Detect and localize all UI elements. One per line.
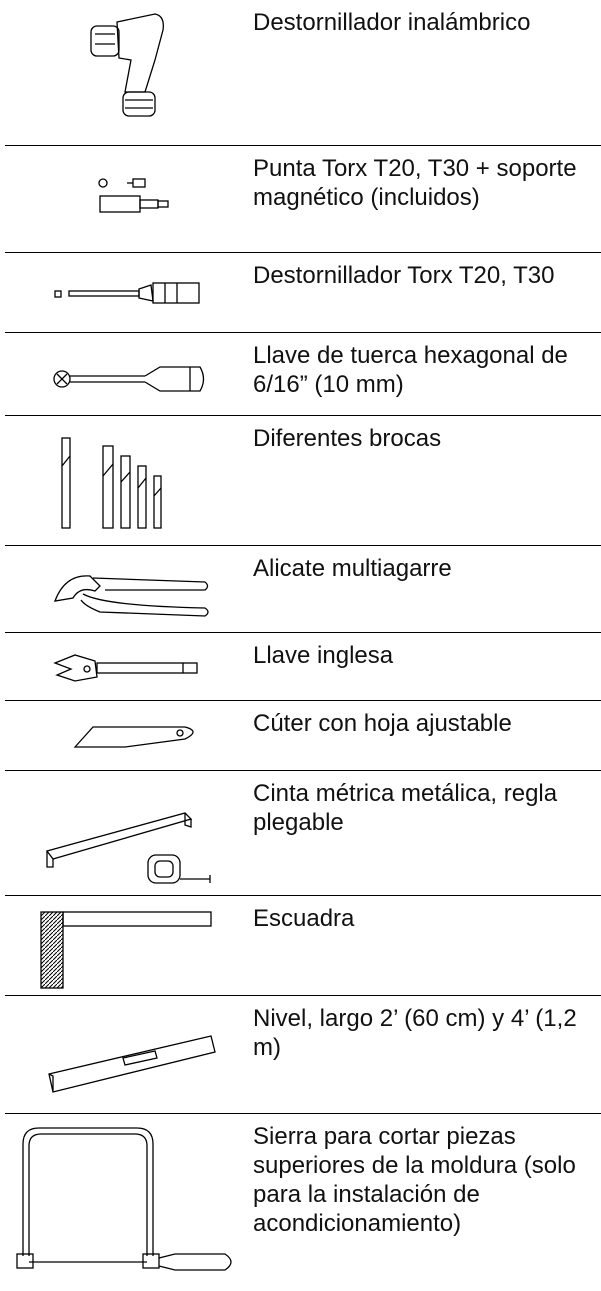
drill-icon [90,13,164,117]
square-icon [40,911,212,989]
measuring-tools-icon [45,812,211,884]
tool-row: Cinta métrica metálica, regla plegable [5,770,601,895]
tool-label: Cúter con hoja ajustable [253,710,512,737]
tool-row: Llave inglesa [5,632,601,700]
tool-row: Punta Torx T20, T30 + soporte magnético … [5,145,601,252]
tool-row: Destornillador Torx T20, T30 [5,252,601,332]
tool-row: Sierra para cortar piezas superiores de … [5,1113,601,1290]
tool-label: Punta Torx T20, T30 + soporte magnético … [253,155,577,211]
screwdriver-icon [54,282,200,304]
tool-row: Cúter con hoja ajustable [5,700,601,770]
tool-label: Llave de tuerca hexagonal de 6/16” (10 m… [253,342,568,398]
tool-row: Destornillador inalámbrico [5,0,601,145]
coping-saw-icon [16,1127,232,1271]
bits-icon [98,178,169,213]
tool-row: Llave de tuerca hexagonal de 6/16” (10 m… [5,332,601,415]
tool-label: Diferentes brocas [253,425,442,452]
nut-driver-icon [53,366,205,392]
adjustable-wrench-icon [53,654,198,682]
tool-label: Llave inglesa [253,642,394,669]
tool-label: Nivel, largo 2’ (60 cm) y 4’ (1,2 m) [253,1005,577,1061]
tool-row: Escuadra [5,895,601,995]
tool-label: Destornillador Torx T20, T30 [253,262,555,289]
tool-label: Alicate multiagarre [253,555,452,582]
level-icon [48,1035,216,1093]
tool-label: Destornillador inalámbrico [253,9,531,36]
tool-row: Diferentes brocas [5,415,601,545]
tool-label: Escuadra [253,905,355,932]
tool-label: Cinta métrica metálica, regla plegable [253,780,558,836]
pliers-icon [54,575,209,617]
tool-row: Alicate multiagarre [5,545,601,632]
tool-label: Sierra para cortar piezas superiores de … [253,1123,576,1237]
cutter-icon [73,726,194,748]
tool-row: Nivel, largo 2’ (60 cm) y 4’ (1,2 m) [5,995,601,1113]
drill-bits-icon [61,437,162,529]
